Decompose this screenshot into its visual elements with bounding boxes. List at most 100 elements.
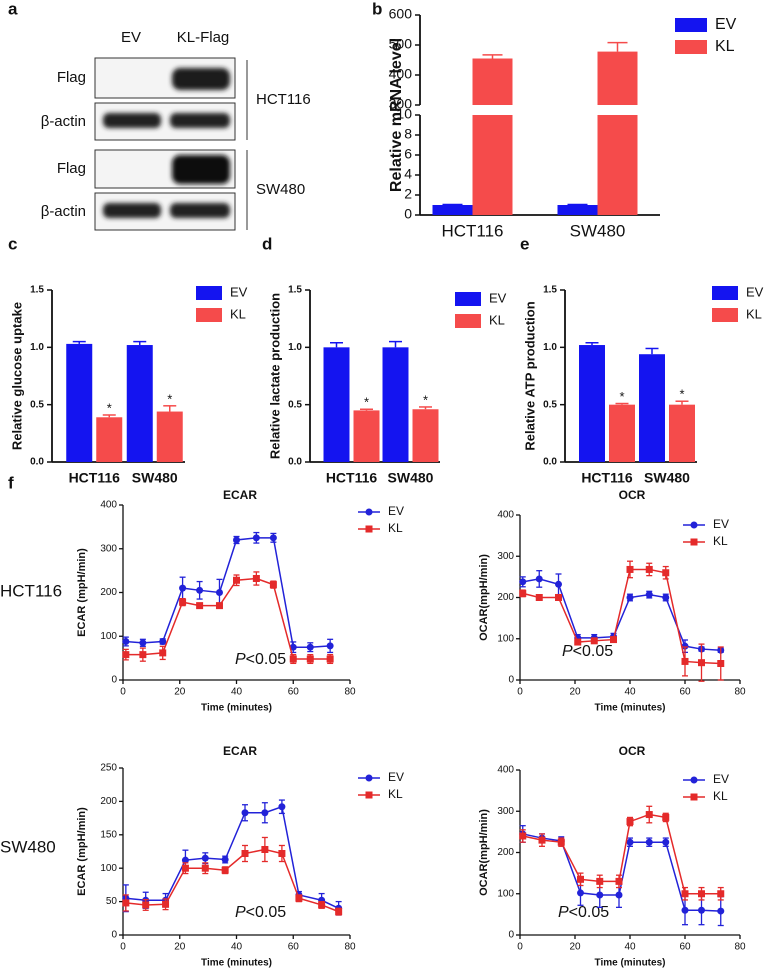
legend-swatch <box>712 286 738 300</box>
marker <box>681 906 689 914</box>
x-tick-label: SW480 <box>388 470 434 486</box>
bar <box>472 58 513 105</box>
marker <box>662 569 670 577</box>
marker <box>681 642 689 650</box>
marker <box>698 659 705 667</box>
marker <box>233 576 240 584</box>
y-tick-label: 1.5 <box>543 285 557 296</box>
y-tick-label: 150 <box>100 829 117 840</box>
y-tick-label: 8 <box>404 126 412 142</box>
x-axis-label: Time (minutes) <box>201 703 272 714</box>
x-tick-label: 40 <box>624 942 636 953</box>
marker <box>139 651 147 659</box>
x-tick-label: 60 <box>288 942 300 953</box>
marker <box>335 908 343 916</box>
bar <box>639 354 665 462</box>
row-label: β-actin <box>41 203 86 220</box>
marker <box>215 589 223 596</box>
marker <box>181 864 189 872</box>
y-tick-label: 400 <box>497 510 514 521</box>
x-axis-label: Time (minutes) <box>595 703 666 714</box>
series-line <box>125 805 339 909</box>
x-tick-label: 0 <box>517 942 523 953</box>
marker <box>698 890 705 898</box>
y-tick-label: 400 <box>497 765 514 776</box>
legend-label: KL <box>489 312 505 327</box>
annotation-italic: P <box>235 904 246 921</box>
bar <box>669 404 695 462</box>
panel-label: d <box>262 234 272 253</box>
y-tick-label: 0 <box>508 675 514 686</box>
x-tick-label: 0 <box>120 687 126 698</box>
marker <box>289 655 297 663</box>
marker <box>162 900 170 908</box>
y-tick-label: 0 <box>508 930 514 941</box>
marker <box>698 906 705 914</box>
legend-swatch <box>196 286 222 300</box>
marker <box>535 594 543 601</box>
series-line <box>522 578 721 652</box>
annotation-italic: P <box>235 651 246 668</box>
y-tick-label: 200 <box>100 796 117 807</box>
legend-marker <box>365 774 373 782</box>
bar <box>597 115 638 215</box>
marker <box>626 565 634 573</box>
panel-label: f <box>8 473 14 492</box>
marker <box>590 637 598 645</box>
x-tick-label: 20 <box>174 942 186 953</box>
marker <box>326 642 334 650</box>
panel-label: e <box>520 234 529 253</box>
marker <box>159 649 167 657</box>
legend-label: EV <box>713 517 729 531</box>
y-tick-label: 300 <box>497 551 514 562</box>
significance-mark: * <box>679 387 684 402</box>
western-blot: a EV KL-Flag Flag β-actin Flag β-actin H… <box>8 0 311 231</box>
marker <box>326 655 334 663</box>
marker <box>626 594 634 601</box>
y-tick-label: 0 <box>404 206 412 222</box>
x-tick-label: SW480 <box>132 470 178 486</box>
marker <box>289 643 297 651</box>
legend-label: EV <box>230 284 248 299</box>
legend-label: KL <box>388 787 403 801</box>
y-tick-label: 0 <box>111 675 117 686</box>
annotation-text: <0.05 <box>569 904 610 921</box>
x-tick-label: 20 <box>569 687 581 698</box>
y-tick-label: 300 <box>100 543 117 554</box>
marker <box>252 575 260 582</box>
y-tick-label: 500 <box>389 36 413 52</box>
y-tick-label: 0 <box>111 930 117 941</box>
chart-title: ECAR <box>223 744 257 758</box>
y-tick-label: 1.5 <box>288 285 302 296</box>
marker <box>626 818 634 826</box>
y-tick-label: 100 <box>100 631 117 642</box>
legend-label: KL <box>715 38 735 55</box>
marker <box>159 638 167 645</box>
chart-title: OCR <box>619 488 646 502</box>
marker <box>535 575 543 583</box>
marker <box>681 890 689 898</box>
legend-label: KL <box>713 534 728 548</box>
marker <box>295 894 303 902</box>
legend-label: KL <box>746 306 762 321</box>
legend-label: EV <box>713 772 729 786</box>
marker <box>555 580 562 588</box>
x-axis-label: Time (minutes) <box>201 958 272 969</box>
marker <box>221 866 229 874</box>
y-tick-label: 300 <box>497 806 514 817</box>
legend-marker <box>365 508 373 516</box>
marker <box>610 636 617 644</box>
marker <box>261 845 269 853</box>
y-tick-label: 200 <box>497 847 514 858</box>
annotation-italic: P <box>562 643 573 660</box>
x-tick-label: 0 <box>120 942 126 953</box>
marker <box>645 591 653 599</box>
x-tick-label: SW480 <box>570 221 626 240</box>
bar <box>579 345 605 462</box>
marker <box>555 594 562 601</box>
x-tick-label: SW480 <box>644 470 690 486</box>
legend-label: EV <box>715 16 737 33</box>
y-tick-label: 100 <box>497 633 514 644</box>
y-tick-label: 1.5 <box>30 285 44 296</box>
